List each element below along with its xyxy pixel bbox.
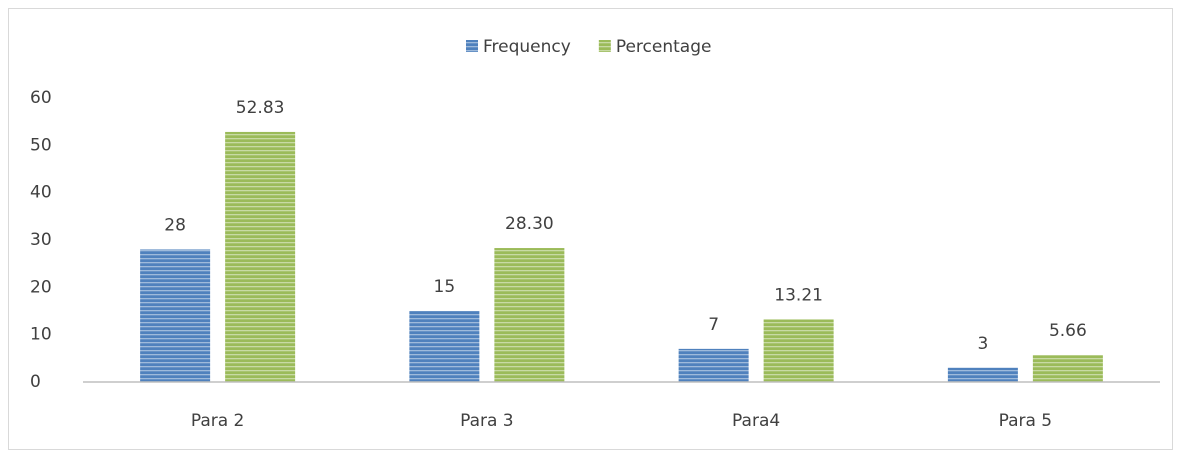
legend-swatch bbox=[598, 40, 611, 52]
data-label: 5.66 bbox=[1049, 321, 1087, 341]
y-tick-label: 20 bbox=[30, 277, 52, 297]
bar bbox=[763, 319, 834, 382]
y-tick-label: 50 bbox=[30, 135, 52, 155]
data-label: 13.21 bbox=[774, 285, 823, 305]
bar bbox=[409, 311, 480, 382]
bar bbox=[947, 367, 1018, 382]
legend-swatch bbox=[466, 40, 478, 52]
x-tick-label: Para 2 bbox=[191, 411, 245, 431]
bar bbox=[225, 131, 296, 382]
bar bbox=[678, 348, 749, 382]
y-tick-label: 10 bbox=[30, 325, 52, 345]
data-label: 7 bbox=[708, 315, 719, 335]
x-tick-label: Para4 bbox=[732, 411, 780, 431]
y-tick-label: 30 bbox=[30, 230, 52, 250]
y-tick-label: 40 bbox=[30, 183, 52, 203]
bar bbox=[1032, 355, 1103, 382]
data-label: 28 bbox=[164, 215, 186, 235]
x-tick-label: Para 3 bbox=[460, 411, 514, 431]
legend-label: Frequency bbox=[483, 37, 571, 57]
y-tick-label: 0 bbox=[30, 372, 41, 392]
legend-label: Percentage bbox=[616, 37, 712, 57]
x-tick-label: Para 5 bbox=[999, 411, 1053, 431]
data-label: 15 bbox=[434, 277, 456, 297]
y-tick-label: 60 bbox=[30, 88, 52, 108]
bar bbox=[140, 249, 211, 382]
data-label: 3 bbox=[977, 334, 988, 354]
data-label: 28.30 bbox=[505, 214, 554, 234]
bar bbox=[494, 248, 565, 382]
data-label: 52.83 bbox=[236, 98, 285, 118]
